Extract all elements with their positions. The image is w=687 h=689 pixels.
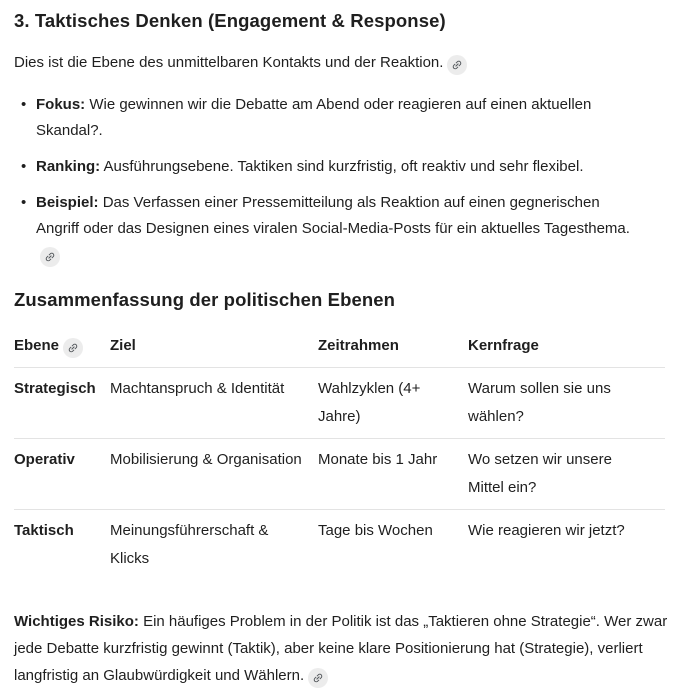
cell-kernfrage: Wo setzen wir unsere Mittel ein? [468,438,665,510]
table-row-operativ: Operativ Mobilisierung & Organisation Mo… [14,438,665,510]
cell-ziel: Mobilisierung & Organisation [110,438,318,510]
column-header-label: Ebene [14,337,60,354]
risk-label: Wichtiges Risiko: [14,613,139,630]
cell-zeitrahmen: Wahlzyklen (4+ Jahre) [318,367,468,439]
source-link-icon[interactable] [308,668,329,688]
section-heading: 3. Taktisches Denken (Engagement & Respo… [14,10,446,31]
table-header-row: Ebene Ziel Zeitrahmen Kernfrage [14,336,665,368]
column-header-kernfrage: Kernfrage [468,336,665,368]
source-link-icon[interactable] [63,338,84,358]
bullet-text: Ausführungsebene. Taktiken sind kurzfris… [103,158,584,175]
column-header-zeitrahmen: Zeitrahmen [318,336,468,368]
column-header-ebene: Ebene [14,336,110,368]
levels-table: Ebene Ziel Zeitrahmen Kernfrage Strategi… [14,336,665,580]
source-link-icon[interactable] [40,247,60,267]
cell-ebene: Taktisch [14,522,74,539]
bullet-label: Ranking: [36,158,101,175]
cell-ebene: Strategisch [14,367,110,439]
bullet-label: Fokus: [36,96,86,113]
cell-kernfrage: Warum sollen sie uns wählen? [468,367,665,439]
source-link-icon[interactable] [447,55,468,75]
column-header-ziel: Ziel [110,336,318,368]
cell-zeitrahmen: Tage bis Wochen [318,522,433,539]
list-item-beispiel: Beispiel: Das Verfassen einer Pressemitt… [21,190,641,268]
cell-zeitrahmen: Monate bis 1 Jahr [318,438,468,510]
cell-ziel: Meinungsführerschaft & Klicks [110,522,269,567]
cell-ziel: Machtanspruch & Identität [110,367,318,439]
table-row-taktisch: Taktisch Meinungsführerschaft & Klicks T… [14,510,665,581]
table-row-strategisch: Strategisch Machtanspruch & Identität Wa… [14,367,665,439]
list-item-fokus: Fokus: Wie gewinnen wir die Debatte am A… [21,92,641,144]
cell-kernfrage: Wie reagieren wir jetzt? [468,522,625,539]
bullet-text: Wie gewinnen wir die Debatte am Abend od… [36,96,592,139]
summary-heading: Zusammenfassung der politischen Ebenen [14,289,396,310]
bullet-text: Das Verfassen einer Pressemitteilung als… [36,194,630,237]
cell-ebene: Operativ [14,438,110,510]
bullet-label: Beispiel: [36,194,99,211]
risk-paragraph: Wichtiges Risiko: Ein häufiges Problem i… [14,608,669,689]
list-item-ranking: Ranking: Ausführungsebene. Taktiken sind… [21,154,641,180]
intro-text: Dies ist die Ebene des unmittelbaren Kon… [14,54,444,71]
bullet-list: Fokus: Wie gewinnen wir die Debatte am A… [14,92,669,268]
intro-paragraph: Dies ist die Ebene des unmittelbaren Kon… [14,50,669,76]
